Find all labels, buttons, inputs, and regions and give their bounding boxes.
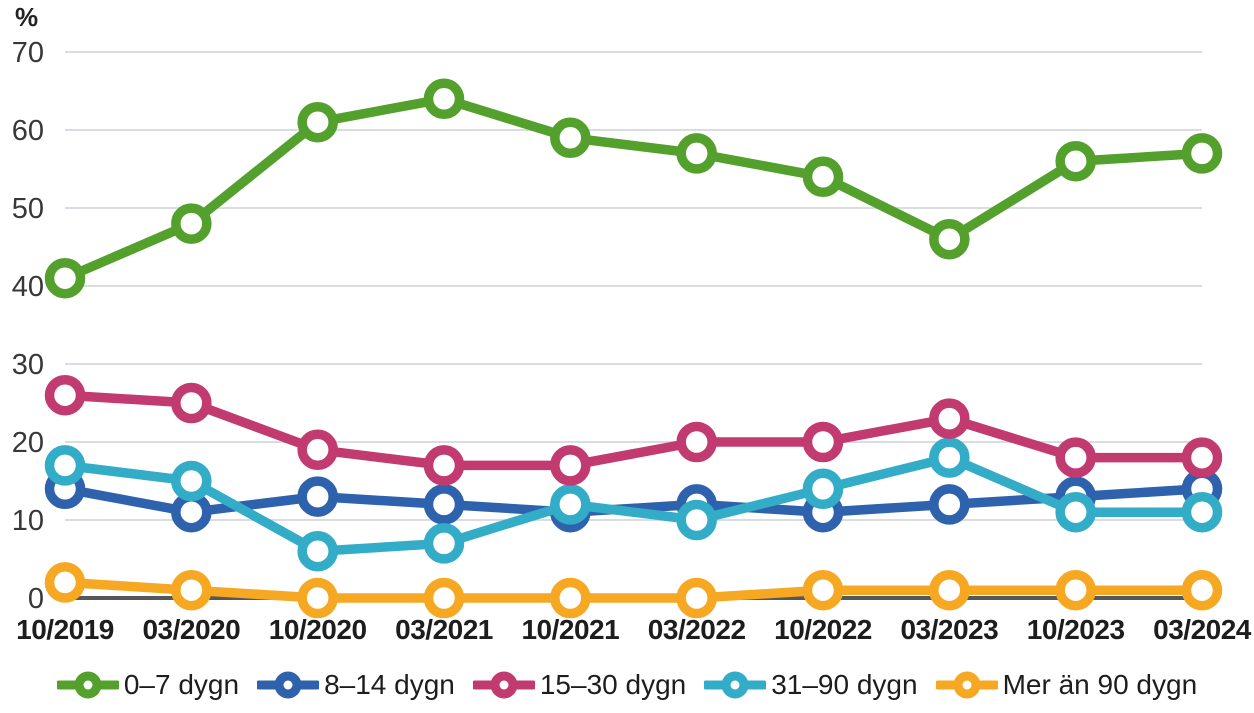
series-mer-an-90-dygn bbox=[44, 562, 1223, 619]
x-tick-label: 10/2022 bbox=[774, 614, 872, 645]
data-point-0-7-dygn bbox=[423, 78, 465, 120]
data-point-15-30-dygn bbox=[676, 421, 717, 463]
data-point-31-90-dygn bbox=[44, 445, 86, 486]
legend-label: Mer än 90 dygn bbox=[1002, 669, 1198, 700]
data-point-mer-an-90-dygn bbox=[1181, 569, 1223, 611]
y-tick-label: 70 bbox=[12, 37, 44, 69]
x-tick-label: 10/2021 bbox=[521, 614, 619, 645]
data-point-15-30-dygn bbox=[423, 445, 465, 486]
y-tick-label: 10 bbox=[12, 505, 44, 537]
legend-item-15-30-dygn: 15–30 dygn bbox=[472, 669, 687, 701]
legend-dot-hole bbox=[499, 680, 509, 690]
data-point-0-7-dygn bbox=[1181, 133, 1223, 174]
data-point-31-90-dygn bbox=[1055, 491, 1096, 533]
series-line-mer-an-90-dygn bbox=[60, 577, 1207, 603]
legend-dot-hole bbox=[283, 680, 293, 690]
y-tick-label: 50 bbox=[12, 193, 44, 225]
x-tick-label: 10/2020 bbox=[269, 614, 367, 645]
legend-dot-hole bbox=[730, 680, 740, 690]
data-point-15-30-dygn bbox=[929, 398, 970, 439]
y-tick-label: 40 bbox=[12, 271, 44, 303]
legend-item-31-90-dygn: 31–90 dygn bbox=[704, 669, 918, 701]
data-point-0-7-dygn bbox=[929, 218, 970, 260]
series-31-90-dygn bbox=[44, 437, 1223, 572]
data-point-8-14-dygn bbox=[171, 491, 212, 533]
y-tick-label: 0 bbox=[28, 583, 44, 615]
legend-label: 31–90 dygn bbox=[771, 669, 918, 700]
y-tick-label: 20 bbox=[12, 427, 44, 459]
legend-marker-icon bbox=[56, 671, 119, 699]
x-axis-labels: 10/2019 03/2020 10/2020 03/2021 10/2021 03/20… bbox=[16, 614, 1252, 645]
legend-item-0-7-dygn: 0–7 dygn bbox=[56, 669, 240, 701]
x-tick-label: 03/2023 bbox=[900, 614, 998, 645]
data-point-0-7-dygn bbox=[1055, 140, 1096, 182]
data-point-15-30-dygn bbox=[802, 421, 844, 463]
y-tick-label: 60 bbox=[12, 115, 44, 147]
legend-marker-icon bbox=[935, 671, 998, 699]
data-point-31-90-dygn bbox=[929, 437, 970, 478]
data-point-31-90-dygn bbox=[171, 460, 212, 502]
gridlines: 0 10 20 30 40 50 60 70 bbox=[12, 37, 1202, 615]
data-point-8-14-dygn bbox=[929, 484, 970, 525]
legend: 0–7 dygn 8–14 dygn 15–30 dygn 31–90 dygn Mer… bbox=[0, 660, 1254, 710]
data-point-31-90-dygn bbox=[550, 484, 591, 525]
legend-marker-icon bbox=[257, 671, 320, 699]
legend-dot-hole bbox=[962, 680, 972, 690]
data-point-mer-an-90-dygn bbox=[44, 562, 86, 603]
y-tick-label: 30 bbox=[12, 349, 44, 381]
data-point-mer-an-90-dygn bbox=[676, 577, 717, 619]
series-line-0-7-dygn bbox=[60, 94, 1207, 283]
data-point-0-7-dygn bbox=[44, 257, 86, 299]
data-point-0-7-dygn bbox=[676, 133, 717, 174]
series-line-31-90-dygn bbox=[60, 452, 1207, 556]
legend-item-8-14-dygn: 8–14 dygn bbox=[257, 669, 455, 701]
data-point-15-30-dygn bbox=[44, 374, 86, 416]
x-tick-label: 10/2019 bbox=[16, 614, 114, 645]
series-0-7-dygn bbox=[44, 78, 1223, 299]
legend-marker-icon bbox=[472, 671, 535, 699]
x-tick-label: 03/2021 bbox=[395, 614, 493, 645]
data-point-31-90-dygn bbox=[1181, 491, 1223, 533]
legend-dot-hole bbox=[83, 680, 93, 690]
data-point-31-90-dygn bbox=[423, 523, 465, 564]
x-tick-label: 03/2024 bbox=[1153, 614, 1252, 645]
series-15-30-dygn bbox=[44, 374, 1223, 486]
data-point-31-90-dygn bbox=[297, 530, 338, 572]
data-point-mer-an-90-dygn bbox=[171, 569, 212, 611]
data-point-mer-an-90-dygn bbox=[550, 577, 591, 619]
legend-marker-icon bbox=[704, 671, 767, 699]
data-point-8-14-dygn bbox=[297, 476, 338, 517]
x-tick-label: 03/2022 bbox=[648, 614, 746, 645]
data-point-15-30-dygn bbox=[1055, 437, 1096, 478]
data-point-15-30-dygn bbox=[297, 429, 338, 471]
legend-label: 15–30 dygn bbox=[539, 669, 687, 700]
data-point-15-30-dygn bbox=[171, 382, 212, 424]
data-point-0-7-dygn bbox=[802, 156, 844, 198]
data-point-0-7-dygn bbox=[171, 203, 212, 244]
data-point-mer-an-90-dygn bbox=[802, 569, 844, 611]
legend-label: 0–7 dygn bbox=[123, 669, 240, 700]
data-point-mer-an-90-dygn bbox=[929, 569, 970, 611]
legend-item-mer-an-90-dygn: Mer än 90 dygn bbox=[935, 669, 1198, 701]
data-point-mer-an-90-dygn bbox=[1055, 569, 1096, 611]
data-point-8-14-dygn bbox=[423, 484, 465, 525]
series-line-15-30-dygn bbox=[60, 390, 1207, 471]
x-tick-label: 03/2020 bbox=[142, 614, 240, 645]
legend-label: 8–14 dygn bbox=[324, 669, 455, 700]
data-point-0-7-dygn bbox=[297, 101, 338, 143]
data-point-15-30-dygn bbox=[550, 445, 591, 486]
data-point-15-30-dygn bbox=[1181, 437, 1223, 478]
x-tick-label: 10/2023 bbox=[1027, 614, 1125, 645]
data-point-31-90-dygn bbox=[676, 499, 717, 541]
data-point-mer-an-90-dygn bbox=[297, 577, 338, 619]
data-point-31-90-dygn bbox=[802, 468, 844, 510]
line-chart-plot: 0 10 20 30 40 50 60 70 10/2019 03/2020 10/2020 03/2… bbox=[12, 37, 1253, 645]
data-point-mer-an-90-dygn bbox=[423, 577, 465, 619]
y-axis-unit-label: % bbox=[15, 2, 39, 32]
data-point-0-7-dygn bbox=[550, 117, 591, 159]
